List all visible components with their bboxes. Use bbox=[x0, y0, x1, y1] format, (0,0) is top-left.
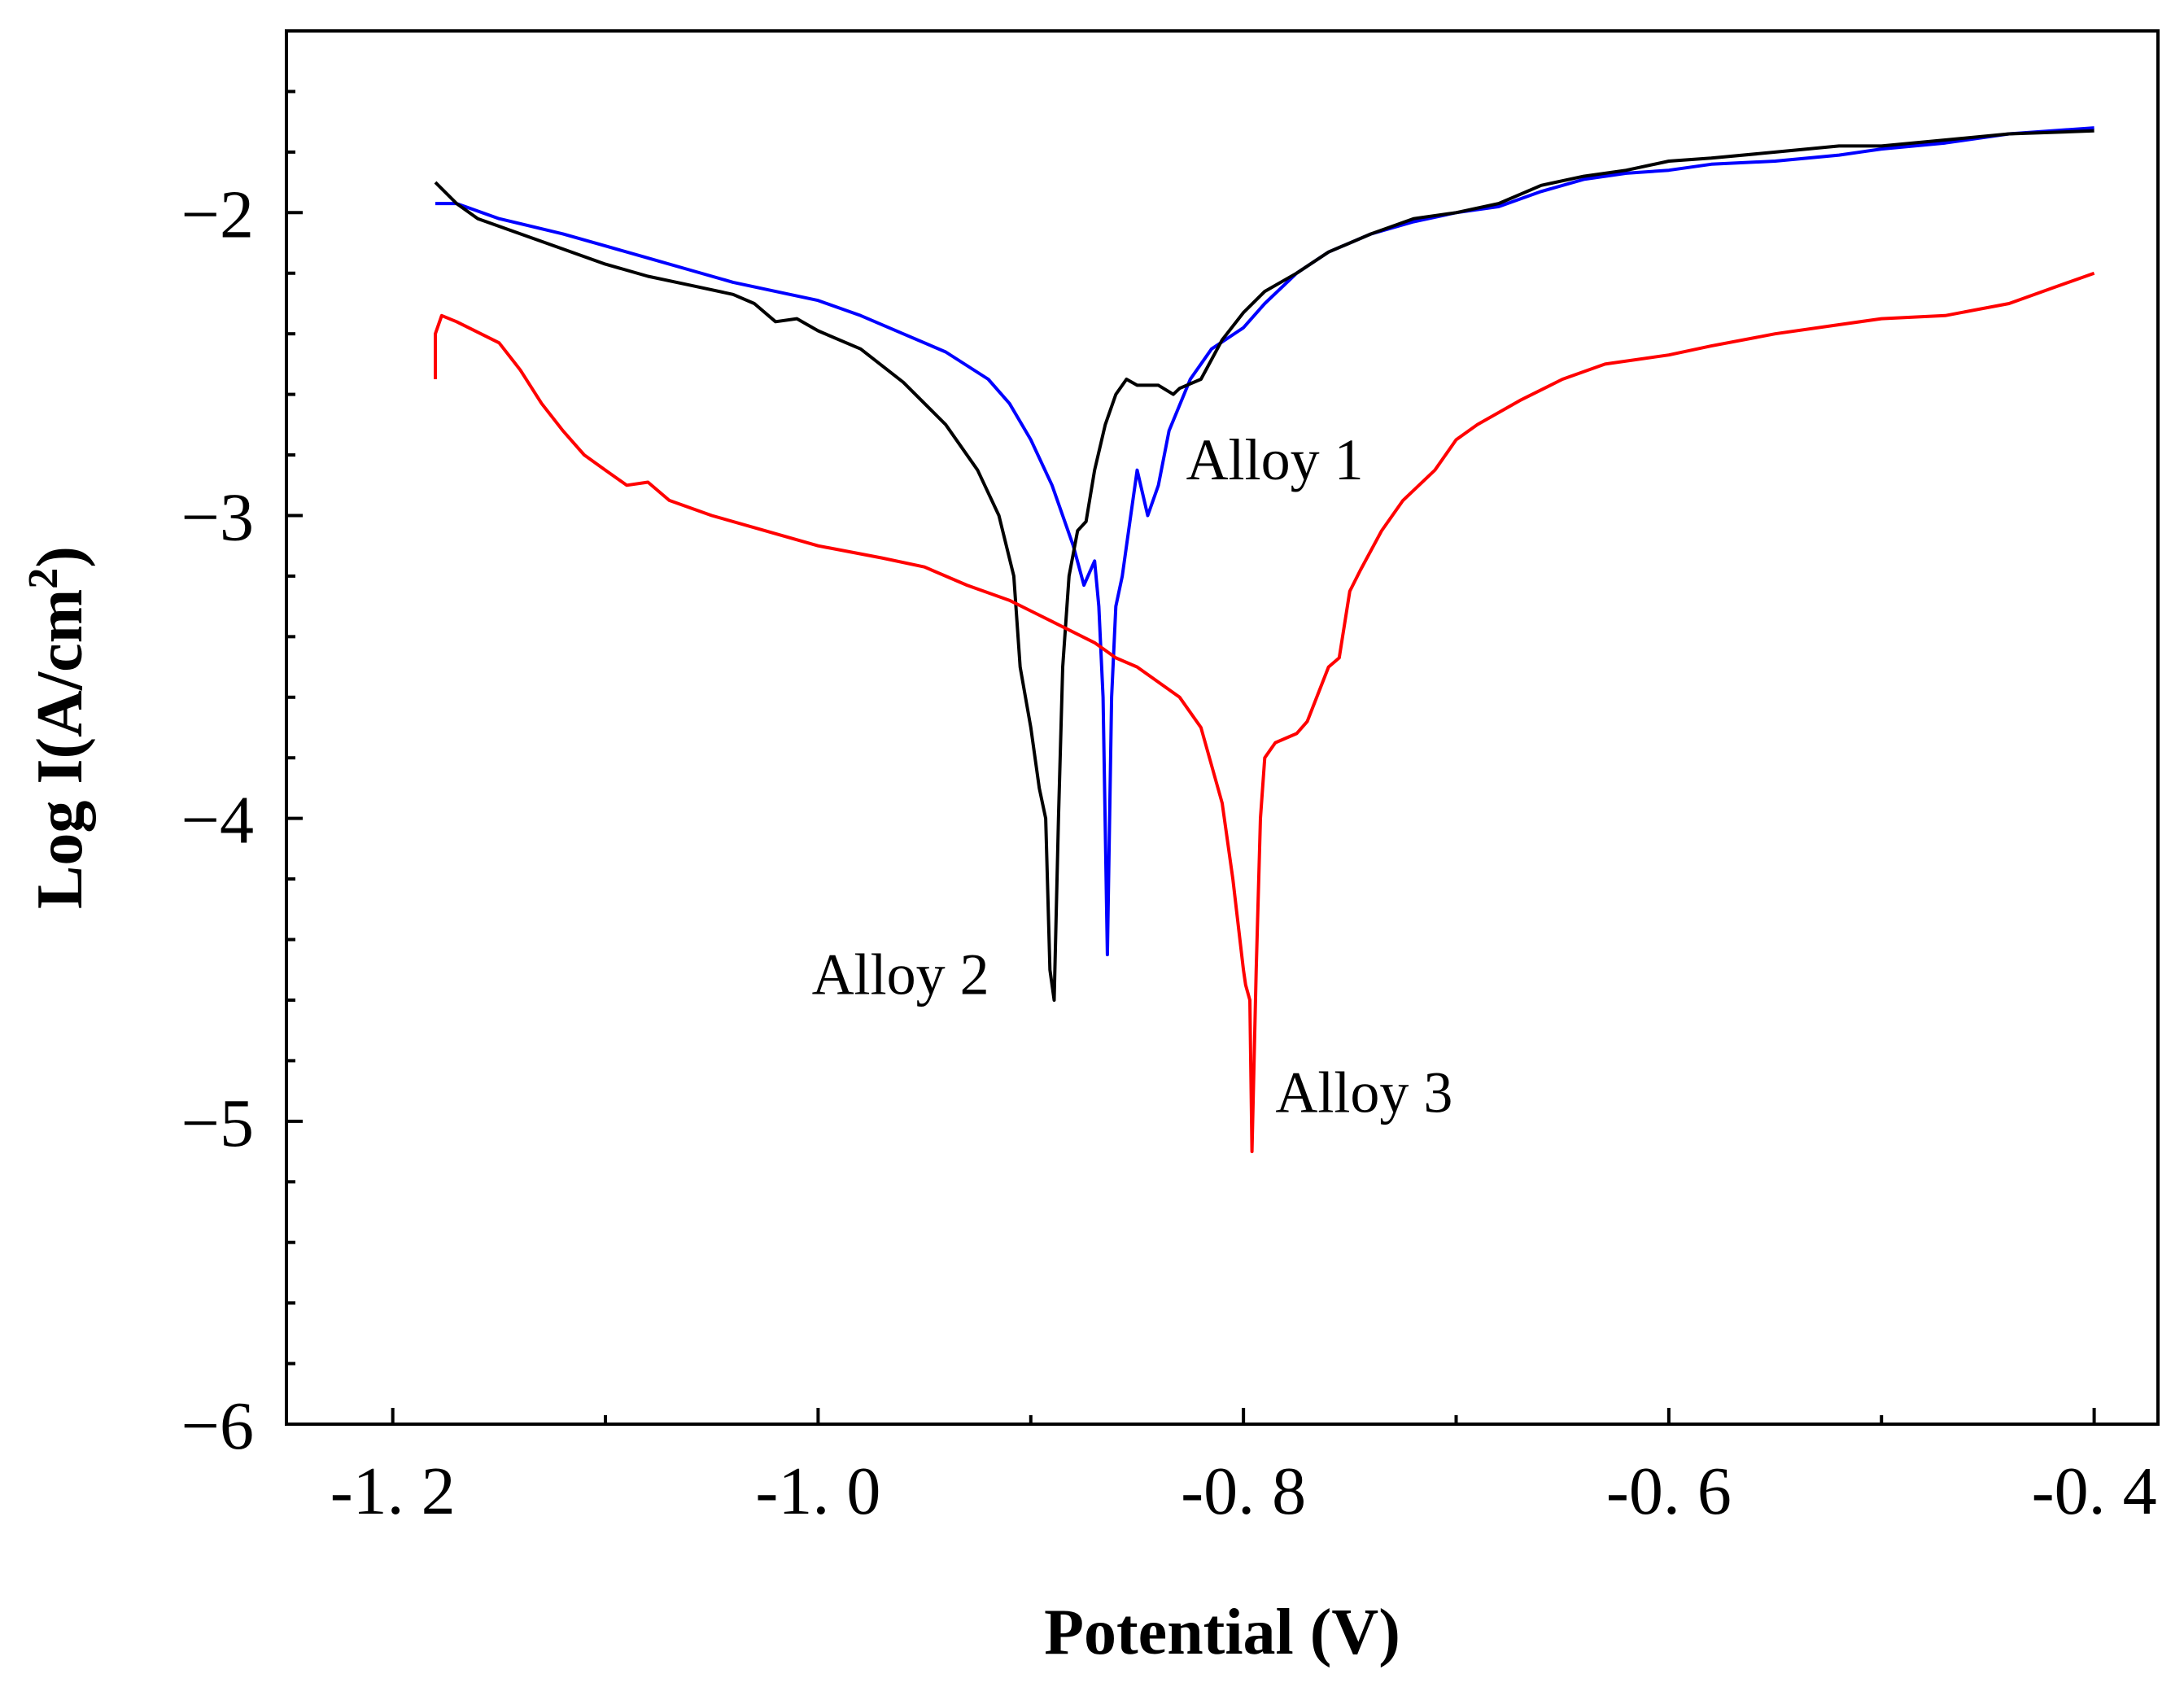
plot-frame bbox=[285, 29, 2160, 1426]
series-line-alloy-3 bbox=[434, 271, 2095, 1153]
annotation-alloy-3: Alloy 3 bbox=[1275, 1060, 1452, 1125]
y-tick-label: −5 bbox=[181, 1086, 254, 1161]
y-axis-title-superscript: 2 bbox=[20, 568, 67, 589]
label-layer: -1. 2 -1. 0 -0. 8 -0. 6 -0. 4 −6 −5 −4 −3 −2 Alloy… bbox=[181, 177, 2157, 1529]
y-axis-title-close: ) bbox=[24, 546, 96, 568]
x-tick-label: -0. 4 bbox=[2032, 1453, 2157, 1529]
y-tick-label: −4 bbox=[181, 783, 254, 859]
y-tick-label: −3 bbox=[181, 479, 254, 555]
series-line-alloy-1 bbox=[435, 126, 2094, 957]
annotation-alloy-2: Alloy 2 bbox=[812, 942, 989, 1007]
x-tick-label: -1. 0 bbox=[755, 1453, 880, 1529]
annotation-alloy-1: Alloy 1 bbox=[1186, 427, 1364, 492]
axis-ticks bbox=[286, 29, 2096, 1426]
series-layer bbox=[434, 126, 2095, 1153]
x-tick-label: -0. 8 bbox=[1181, 1453, 1306, 1529]
y-axis-title: Log I(A/cm2) bbox=[20, 546, 96, 909]
y-tick-label: −6 bbox=[181, 1388, 254, 1464]
x-tick-label: -0. 6 bbox=[1606, 1453, 1732, 1529]
x-axis-title: Potential (V) bbox=[1044, 1597, 1400, 1668]
x-tick-label: -1. 2 bbox=[330, 1453, 456, 1529]
y-axis-title-main: Log I(A/cm bbox=[24, 589, 96, 909]
series-line-alloy-2 bbox=[434, 129, 2094, 1002]
y-tick-label: −2 bbox=[181, 177, 254, 252]
